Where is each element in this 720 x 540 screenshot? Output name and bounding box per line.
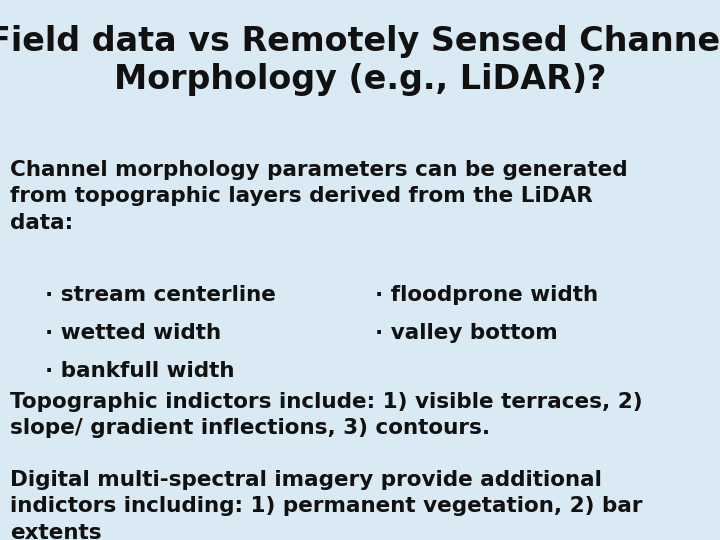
Text: · valley bottom: · valley bottom <box>375 323 558 343</box>
Text: Topographic indictors include: 1) visible terraces, 2)
slope/ gradient inflectio: Topographic indictors include: 1) visibl… <box>10 392 643 438</box>
Text: · wetted width: · wetted width <box>45 323 221 343</box>
Text: Channel morphology parameters can be generated
from topographic layers derived f: Channel morphology parameters can be gen… <box>10 160 628 233</box>
Text: Field data vs Remotely Sensed Channel
Morphology (e.g., LiDAR)?: Field data vs Remotely Sensed Channel Mo… <box>0 25 720 96</box>
Text: · floodprone width: · floodprone width <box>375 285 598 305</box>
Text: Digital multi-spectral imagery provide additional
indictors including: 1) perman: Digital multi-spectral imagery provide a… <box>10 470 642 540</box>
Text: · bankfull width: · bankfull width <box>45 361 235 381</box>
Text: · stream centerline: · stream centerline <box>45 285 276 305</box>
